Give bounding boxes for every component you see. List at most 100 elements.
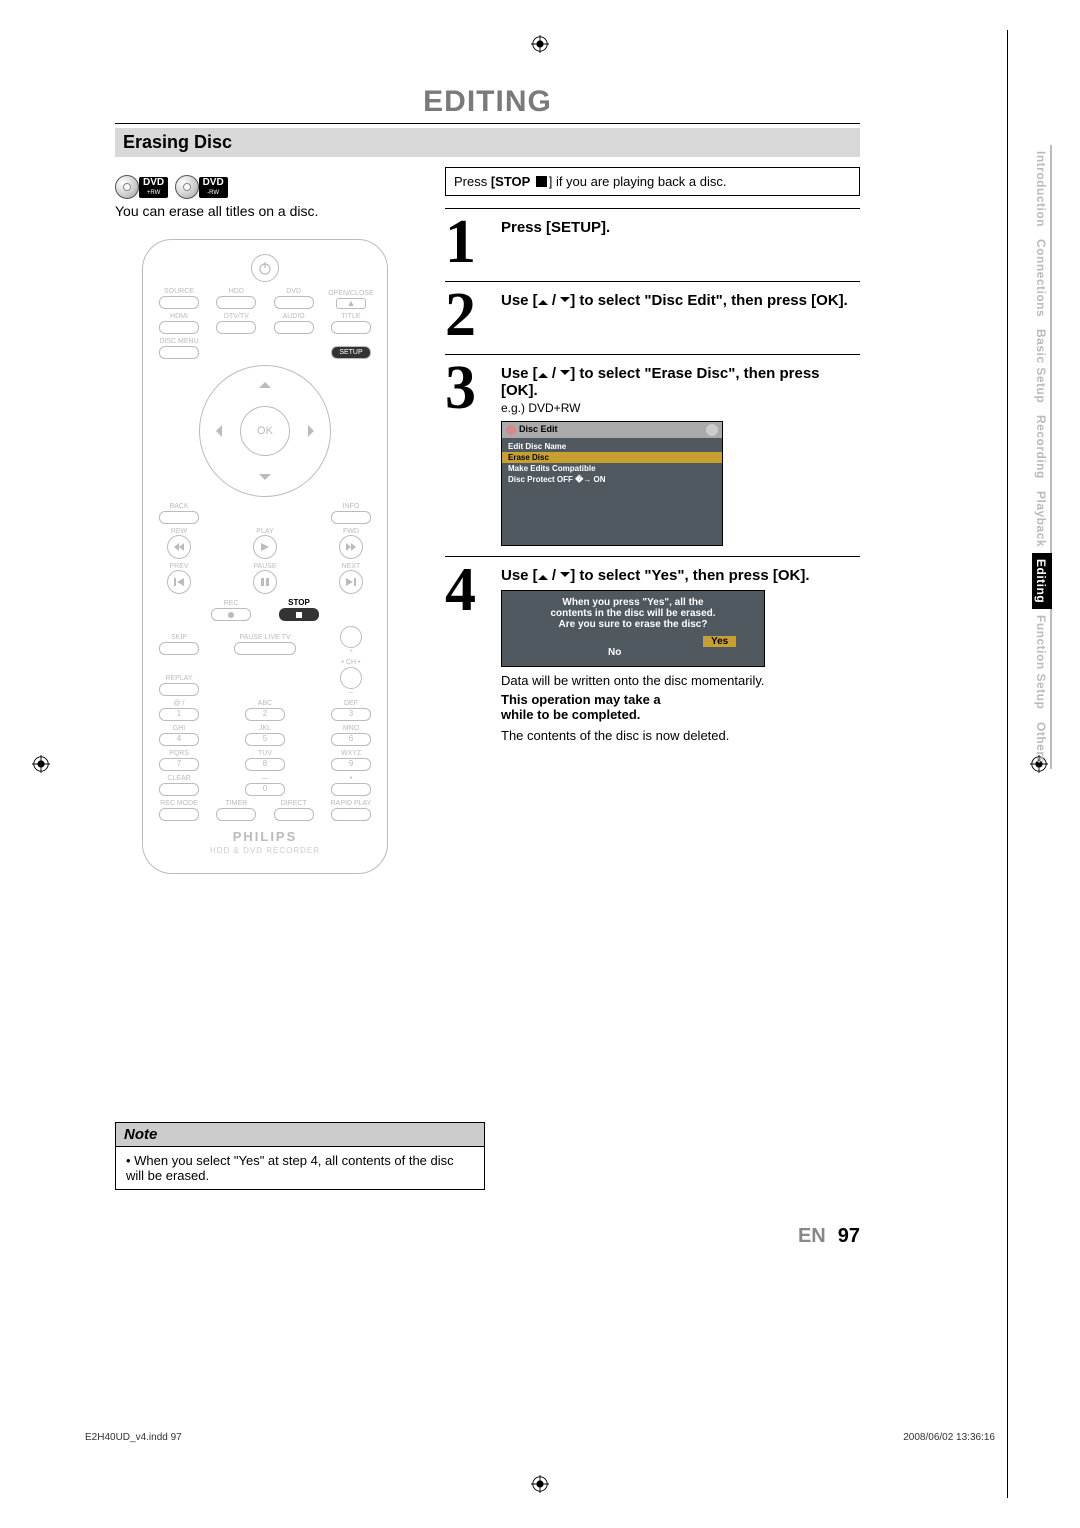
osd-item-selected: Erase Disc bbox=[502, 452, 722, 463]
remote-label: AUDIO bbox=[270, 313, 318, 320]
trim-line bbox=[1007, 30, 1008, 1498]
step-3: 3 Use [ / ] to select "Erase Disc", then… bbox=[445, 354, 860, 546]
boxnote-suffix: ] if you are playing back a disc. bbox=[549, 174, 727, 189]
remote-brand: PHILIPS bbox=[155, 829, 375, 844]
tab-others[interactable]: Others bbox=[1032, 716, 1052, 770]
remote-setup-button: SETUP bbox=[331, 346, 371, 359]
remote-label: DTV/TV bbox=[212, 313, 260, 320]
step-4: 4 Use [ / ] to select "Yes", then press … bbox=[445, 556, 860, 743]
txt: Use [ bbox=[501, 292, 538, 309]
remote-label: @ / bbox=[155, 700, 203, 707]
remote-label: MNO bbox=[327, 725, 375, 732]
remote-label: BACK bbox=[155, 503, 203, 510]
remote-label: DIRECT bbox=[270, 800, 318, 807]
txt: / bbox=[548, 365, 561, 382]
remote-label: TUV bbox=[241, 750, 289, 757]
remote-label: PAUSE bbox=[241, 563, 289, 570]
tab-function-setup[interactable]: Function Setup bbox=[1032, 609, 1052, 715]
remote-label: REW bbox=[155, 528, 203, 535]
remote-key: 5 bbox=[263, 734, 267, 743]
osd-disc-edit: Disc Edit Edit Disc Name Erase Disc Make… bbox=[501, 421, 723, 546]
remote-ch-minus-icon bbox=[340, 667, 362, 689]
crop-mark-bottom bbox=[531, 1475, 549, 1493]
remote-key: 8 bbox=[263, 759, 267, 768]
confirm-dialog: When you press "Yes", all the contents i… bbox=[501, 590, 765, 667]
dvd-badge-1-sub: +RW bbox=[143, 188, 164, 198]
remote-ok-button: OK bbox=[240, 406, 290, 456]
boxnote-prefix: Press bbox=[454, 174, 491, 189]
tab-introduction[interactable]: Introduction bbox=[1032, 145, 1052, 233]
remote-label: HDMI bbox=[155, 313, 203, 320]
remote-label: PQRS bbox=[155, 750, 203, 757]
txt: ] to select "Yes", then press [OK]. bbox=[570, 567, 809, 584]
note-header: Note bbox=[115, 1122, 485, 1146]
note-body: • When you select "Yes" at step 4, all c… bbox=[115, 1146, 485, 1190]
page-footer: EN 97 bbox=[798, 1225, 860, 1248]
dialog-line: When you press "Yes", all the bbox=[508, 597, 758, 608]
tab-recording[interactable]: Recording bbox=[1032, 409, 1052, 485]
remote-key: 4 bbox=[177, 734, 181, 743]
tab-editing[interactable]: Editing bbox=[1032, 553, 1052, 609]
remote-label: REPLAY bbox=[155, 675, 203, 682]
remote-label: PREV bbox=[155, 563, 203, 570]
tab-basic-setup[interactable]: Basic Setup bbox=[1032, 323, 1052, 409]
disc-icon bbox=[175, 175, 199, 199]
remote-key: 1 bbox=[177, 709, 181, 718]
page-title: EDITING bbox=[423, 85, 552, 118]
txt: Use [ bbox=[501, 365, 538, 382]
remote-label: FWD bbox=[327, 528, 375, 535]
remote-label: REC MODE bbox=[155, 800, 203, 807]
remote-label: SOURCE bbox=[155, 288, 203, 295]
remote-label: SKIP bbox=[155, 634, 203, 641]
step-1-text: Press [SETUP]. bbox=[501, 219, 860, 236]
step-3-sub: e.g.) DVD+RW bbox=[501, 401, 860, 415]
remote-label: REC bbox=[207, 600, 255, 607]
page-lang: EN bbox=[798, 1225, 826, 1247]
remote-label: NEXT bbox=[327, 563, 375, 570]
remote-label: GHI bbox=[155, 725, 203, 732]
remote-key: 0 bbox=[263, 784, 267, 793]
step-number: 1 bbox=[445, 215, 501, 271]
dvd-badge-2: DVD bbox=[203, 177, 224, 188]
dvd-badge-2-sub: -RW bbox=[203, 188, 224, 198]
up-arrow-icon bbox=[538, 570, 548, 580]
remote-label: TIMER bbox=[212, 800, 260, 807]
remote-key: 3 bbox=[349, 709, 353, 718]
down-arrow-icon bbox=[560, 572, 570, 582]
osd-disc-icon bbox=[706, 424, 718, 436]
osd-item: Make Edits Compatible bbox=[502, 463, 722, 474]
step-4-after2: The contents of the disc is now deleted. bbox=[501, 728, 860, 743]
remote-illustration: SOURCE HDD DVD OPEN/CLOSE▲ HDMI DTV/TV A… bbox=[142, 239, 388, 874]
txt: / bbox=[548, 567, 561, 584]
pre-note: Press [STOP ] if you are playing back a … bbox=[445, 167, 860, 196]
section-heading: Erasing Disc bbox=[115, 128, 860, 157]
txt: ] to select "Disc Edit", then press [OK]… bbox=[570, 292, 848, 309]
remote-key: 6 bbox=[349, 734, 353, 743]
remote-label: OPEN/CLOSE bbox=[327, 290, 375, 297]
txt: / bbox=[548, 292, 561, 309]
remote-key: 7 bbox=[177, 759, 181, 768]
page-number: 97 bbox=[838, 1225, 860, 1247]
txt: Use [ bbox=[501, 567, 538, 584]
remote-stop-label: STOP bbox=[275, 598, 323, 607]
remote-label: DVD bbox=[270, 288, 318, 295]
remote-label: HDD bbox=[212, 288, 260, 295]
remote-label: PLAY bbox=[241, 528, 289, 535]
remote-label: INFO bbox=[327, 503, 375, 510]
step-4-emph1: This operation may take a bbox=[501, 692, 860, 707]
remote-label: DEF bbox=[327, 700, 375, 707]
tab-connections[interactable]: Connections bbox=[1032, 233, 1052, 323]
remote-label: DISC MENU bbox=[155, 338, 203, 345]
tab-playback[interactable]: Playback bbox=[1032, 485, 1052, 553]
boxnote-bold: [STOP bbox=[491, 174, 534, 189]
remote-label: – bbox=[327, 689, 375, 696]
remote-dpad: OK bbox=[199, 365, 331, 497]
up-arrow-icon bbox=[538, 368, 548, 378]
remote-key: 2 bbox=[263, 709, 267, 718]
remote-ch-plus-icon bbox=[340, 626, 362, 648]
step-number: 3 bbox=[445, 361, 501, 546]
dialog-line: contents in the disc will be erased. bbox=[508, 608, 758, 619]
step-4-text: Use [ / ] to select "Yes", then press [O… bbox=[501, 567, 860, 584]
power-icon bbox=[251, 254, 279, 282]
crop-mark-top bbox=[531, 35, 549, 53]
